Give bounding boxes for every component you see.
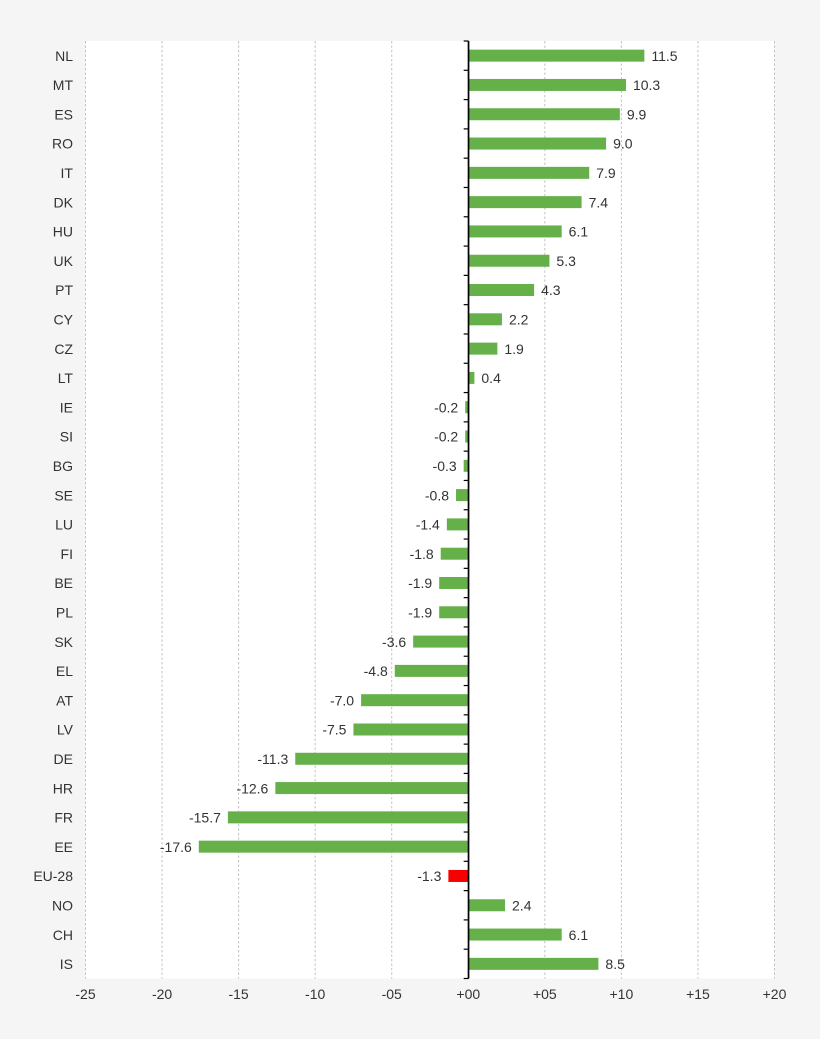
svg-text:MT: MT (53, 77, 74, 93)
svg-text:-0.2: -0.2 (434, 399, 458, 415)
svg-text:+05: +05 (533, 986, 557, 1002)
svg-text:IS: IS (60, 956, 73, 972)
svg-text:FR: FR (54, 810, 73, 826)
svg-text:10.3: 10.3 (633, 77, 660, 93)
svg-text:-12.6: -12.6 (236, 780, 268, 796)
svg-text:-17.6: -17.6 (160, 839, 192, 855)
svg-text:CY: CY (54, 312, 74, 328)
svg-text:SK: SK (54, 634, 73, 650)
svg-text:LU: LU (55, 517, 73, 533)
svg-text:-4.8: -4.8 (364, 663, 388, 679)
svg-text:6.1: 6.1 (569, 927, 589, 943)
svg-text:DE: DE (54, 751, 73, 767)
svg-text:-7.0: -7.0 (330, 692, 354, 708)
svg-text:NO: NO (52, 898, 73, 914)
svg-text:LT: LT (58, 370, 74, 386)
svg-text:EU-28: EU-28 (33, 868, 73, 884)
svg-text:0.4: 0.4 (481, 370, 501, 386)
svg-text:-15: -15 (228, 986, 248, 1002)
svg-text:DK: DK (54, 194, 74, 210)
svg-text:HU: HU (53, 224, 73, 240)
svg-text:2.2: 2.2 (509, 312, 529, 328)
svg-text:SI: SI (60, 429, 73, 445)
svg-text:8.5: 8.5 (605, 956, 625, 972)
svg-text:-1.3: -1.3 (417, 868, 441, 884)
svg-text:EE: EE (54, 839, 73, 855)
svg-text:-7.5: -7.5 (322, 722, 346, 738)
svg-text:7.9: 7.9 (596, 165, 616, 181)
svg-text:ES: ES (54, 106, 73, 122)
svg-text:IE: IE (60, 399, 73, 415)
svg-text:RO: RO (52, 136, 73, 152)
svg-text:AT: AT (56, 692, 73, 708)
svg-text:-11.3: -11.3 (257, 751, 288, 767)
svg-text:-10: -10 (305, 986, 325, 1002)
svg-text:7.4: 7.4 (589, 194, 609, 210)
svg-text:-1.9: -1.9 (408, 605, 432, 621)
svg-text:-0.8: -0.8 (425, 487, 449, 503)
svg-text:CH: CH (53, 927, 73, 943)
svg-text:-25: -25 (75, 986, 95, 1002)
svg-text:+00: +00 (456, 986, 480, 1002)
svg-text:4.3: 4.3 (541, 282, 561, 298)
svg-text:-1.8: -1.8 (410, 546, 434, 562)
svg-text:-0.3: -0.3 (433, 458, 457, 474)
svg-text:NL: NL (55, 48, 73, 64)
svg-text:-0.2: -0.2 (434, 429, 458, 445)
svg-text:+20: +20 (763, 986, 787, 1002)
svg-text:-15.7: -15.7 (189, 810, 221, 826)
svg-text:LV: LV (57, 722, 74, 738)
svg-text:6.1: 6.1 (569, 224, 589, 240)
svg-text:PT: PT (55, 282, 73, 298)
svg-text:1.9: 1.9 (504, 341, 524, 357)
svg-text:+15: +15 (686, 986, 710, 1002)
svg-text:UK: UK (54, 253, 74, 269)
svg-text:-3.6: -3.6 (382, 634, 406, 650)
svg-text:PL: PL (56, 605, 73, 621)
svg-text:+10: +10 (610, 986, 634, 1002)
svg-text:-1.4: -1.4 (416, 517, 440, 533)
svg-text:EL: EL (56, 663, 73, 679)
svg-text:CZ: CZ (54, 341, 73, 357)
svg-text:11.5: 11.5 (651, 48, 677, 64)
svg-text:2.4: 2.4 (512, 898, 532, 914)
svg-text:-05: -05 (382, 986, 402, 1002)
svg-text:FI: FI (61, 546, 73, 562)
svg-text:HR: HR (53, 780, 73, 796)
svg-text:BG: BG (53, 458, 73, 474)
svg-text:9.0: 9.0 (613, 136, 633, 152)
svg-text:-1.9: -1.9 (408, 575, 432, 591)
svg-text:5.3: 5.3 (556, 253, 576, 269)
svg-text:BE: BE (54, 575, 73, 591)
svg-text:SE: SE (54, 487, 73, 503)
svg-text:-20: -20 (152, 986, 172, 1002)
svg-text:IT: IT (61, 165, 74, 181)
svg-text:9.9: 9.9 (627, 106, 647, 122)
